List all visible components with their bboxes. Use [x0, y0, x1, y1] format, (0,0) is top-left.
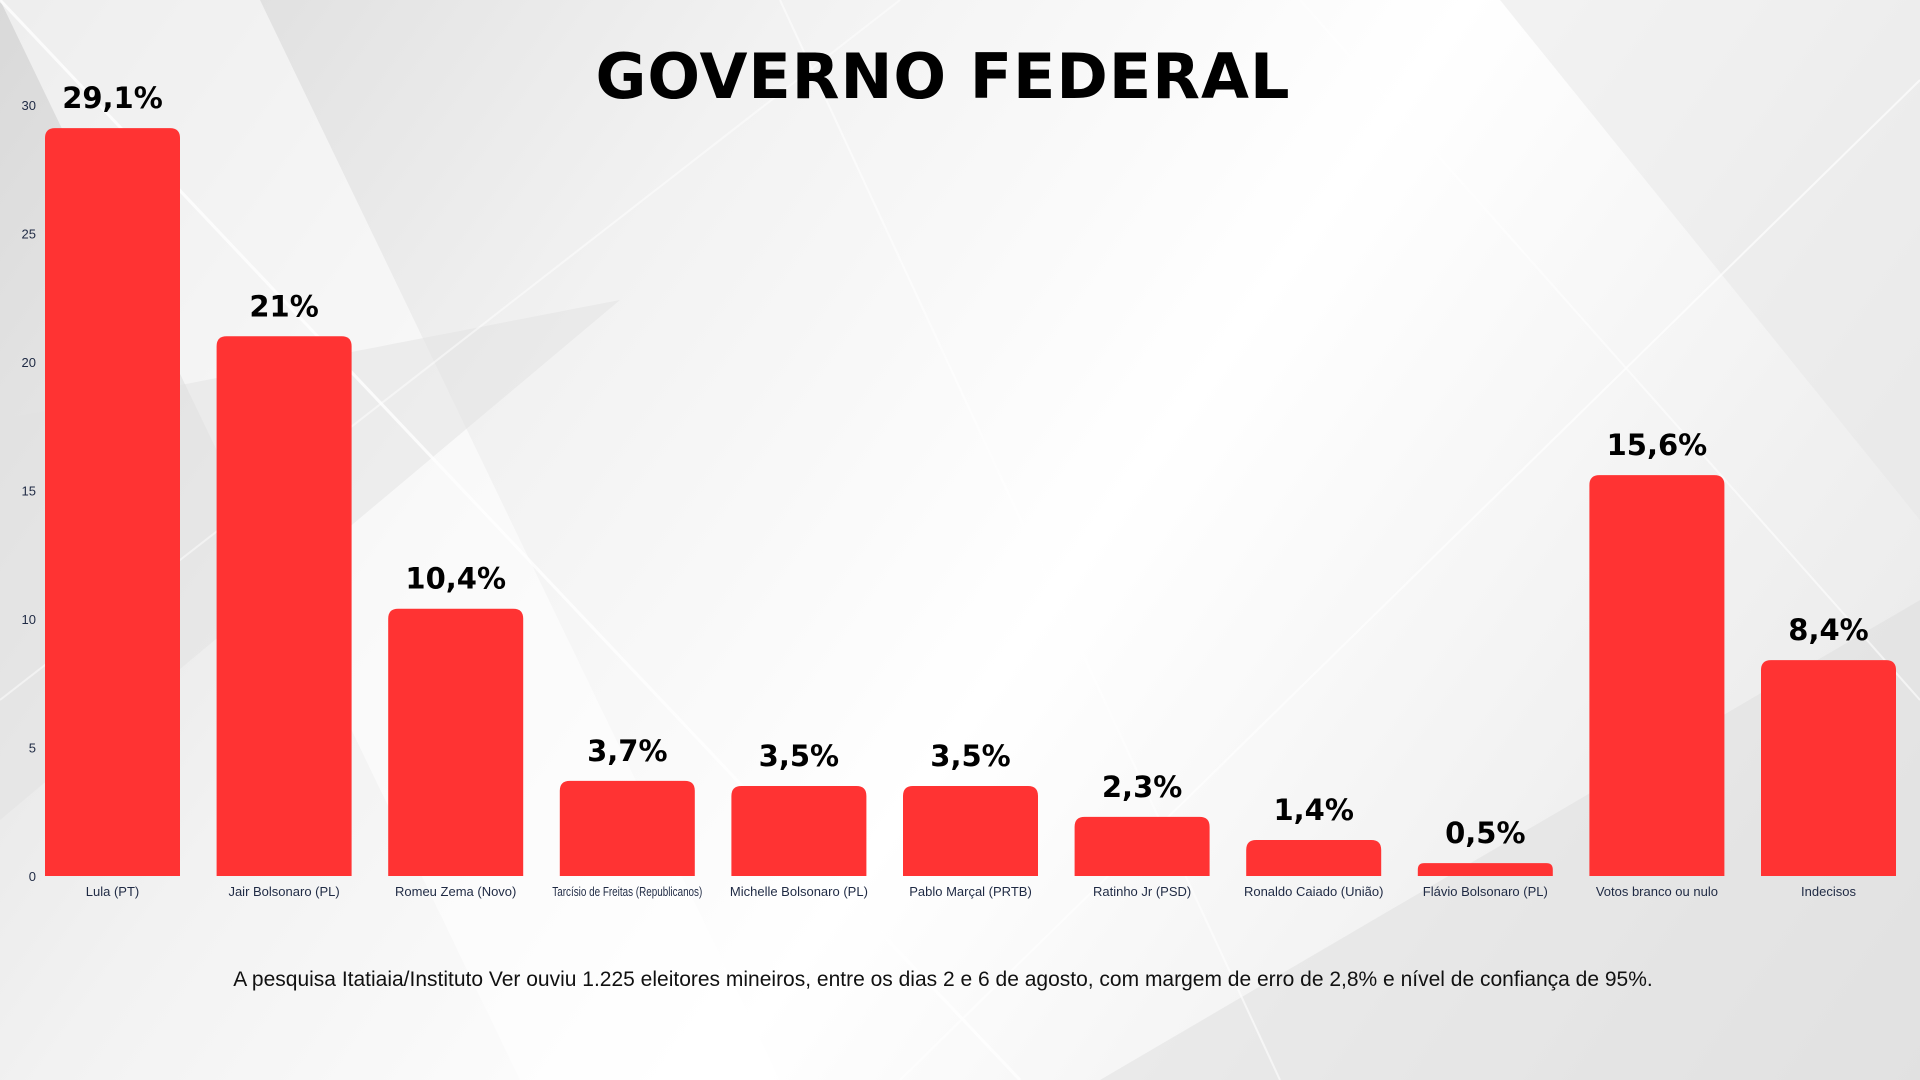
y-tick-label: 10	[22, 612, 36, 627]
chart-title: GOVERNO FEDERAL	[595, 40, 1291, 113]
data-label: 3,7%	[587, 734, 667, 768]
data-label: 29,1%	[62, 81, 163, 115]
data-label: 3,5%	[759, 739, 839, 773]
data-label: 3,5%	[930, 739, 1010, 773]
category-label: Ronaldo Caiado (União)	[1244, 884, 1383, 899]
data-label: 0,5%	[1445, 816, 1525, 850]
y-tick-label: 15	[22, 484, 36, 499]
category-label: Michelle Bolsonaro (PL)	[730, 884, 868, 899]
data-label: 1,4%	[1273, 793, 1353, 827]
bar	[1761, 660, 1896, 876]
y-tick-label: 25	[22, 227, 36, 242]
bar	[1589, 475, 1725, 876]
survey-footnote: A pesquisa Itatiaia/Instituto Ver ouviu …	[233, 968, 1653, 991]
bar	[1246, 840, 1382, 876]
bar	[388, 608, 524, 876]
category-label: Lula (PT)	[86, 884, 139, 899]
data-label: 21%	[249, 289, 318, 323]
bar	[731, 786, 867, 876]
bar	[559, 780, 695, 876]
category-label: Ratinho Jr (PSD)	[1093, 884, 1191, 899]
bar	[216, 336, 352, 876]
data-label: 2,3%	[1102, 770, 1182, 804]
data-label: 15,6%	[1607, 428, 1708, 462]
bar	[1417, 863, 1553, 876]
y-tick-label: 20	[22, 355, 36, 370]
bar	[45, 128, 180, 876]
category-label: Indecisos	[1801, 884, 1856, 899]
y-tick-label: 5	[29, 741, 36, 756]
bar	[903, 786, 1038, 876]
category-label: Romeu Zema (Novo)	[395, 884, 516, 899]
category-label: Jair Bolsonaro (PL)	[228, 884, 339, 899]
category-label: Flávio Bolsonaro (PL)	[1423, 884, 1548, 899]
data-label: 10,4%	[405, 562, 506, 596]
y-tick-label: 0	[29, 869, 36, 884]
category-label: Pablo Marçal (PRTB)	[909, 884, 1032, 899]
data-label: 8,4%	[1788, 613, 1868, 647]
y-tick-label: 30	[22, 98, 36, 113]
category-label: Votos branco ou nulo	[1596, 884, 1718, 899]
bar	[1074, 816, 1210, 876]
category-label: Tarcísio de Freitas (Republicanos)	[552, 884, 702, 899]
